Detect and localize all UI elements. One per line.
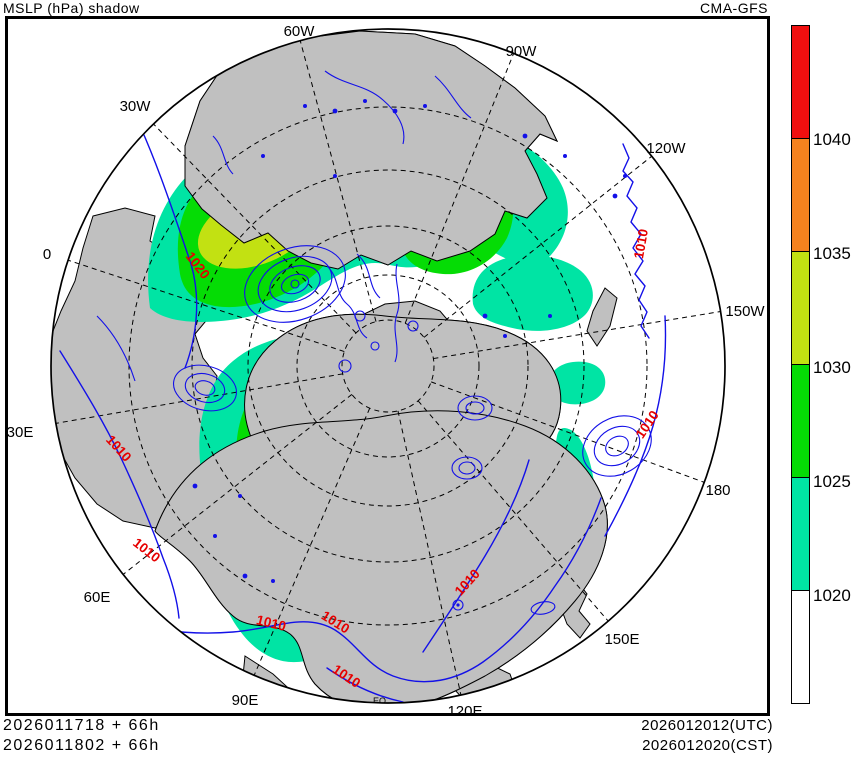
contour-label: 1010 xyxy=(130,535,163,565)
meridian-line xyxy=(397,410,462,696)
colorbar-tick-label: 1035 xyxy=(813,244,851,263)
colorbar-tick-label: 1025 xyxy=(813,472,851,491)
meridian-line xyxy=(404,53,515,324)
contour-label: 1010 xyxy=(631,228,651,260)
meridian-line xyxy=(153,123,357,334)
isobars xyxy=(59,70,667,703)
colorbar-segment xyxy=(791,138,810,252)
meridian-label: 30W xyxy=(120,98,152,115)
meridian-label: 90W xyxy=(506,43,538,60)
meridian-labels: 0 30W 60W 90W 120W 150W 180 150E 120E 90E 60E 30E xyxy=(8,23,765,713)
latitude-circle xyxy=(341,319,435,413)
colorbar xyxy=(791,25,810,704)
isobar-speckles xyxy=(192,99,627,583)
meridian-line xyxy=(417,400,609,622)
colorbar-segment xyxy=(791,364,810,478)
meridian-line xyxy=(122,394,353,575)
init-time-line-2: 2026011802 + 66h xyxy=(3,737,160,754)
hemisphere-boundary xyxy=(50,28,726,704)
meridian-label: 60E xyxy=(84,589,111,606)
meridian-label: 180 xyxy=(705,482,730,499)
low-spiral-atlantic xyxy=(173,364,237,412)
colorbar-segment xyxy=(791,590,810,704)
map-frame: 1020 1010 1010 1010 1010 1010 1010 1010 1010 EQ 0… xyxy=(5,16,770,716)
tropical-low-marks xyxy=(452,599,556,615)
meridian-label: 150W xyxy=(725,303,765,320)
latitude-circle xyxy=(296,274,480,458)
init-time-line-1: 2026011718 + 66h xyxy=(3,717,160,734)
meridian-line xyxy=(433,311,721,360)
meridian-line xyxy=(299,40,377,322)
meridian-line xyxy=(430,381,705,483)
colorbar-segment xyxy=(791,251,810,365)
contour-label: 1010 xyxy=(633,408,662,441)
meridian-label: 120E xyxy=(447,703,482,713)
colorbar-tick-label: 1040 xyxy=(813,130,851,149)
valid-time-cst: 2026012020(CST) xyxy=(642,737,773,754)
contour-label: 1010 xyxy=(255,612,288,634)
meridian-label: 0 xyxy=(43,246,51,263)
colorbar-segment xyxy=(791,25,810,139)
meridian-label: 120W xyxy=(646,140,686,157)
shade-teal-bering xyxy=(549,361,606,405)
equator-label: EQ xyxy=(373,696,386,706)
meridian-line xyxy=(423,155,653,338)
valid-time-utc: 2026012012(UTC) xyxy=(641,717,773,734)
low-spirals-pacific xyxy=(451,395,652,480)
meridian-label: 90E xyxy=(232,692,259,709)
colorbar-tick-label: 1020 xyxy=(813,586,851,605)
colorbar-tick-label: 1030 xyxy=(813,358,851,377)
meridian-line xyxy=(55,373,343,424)
meridian-line xyxy=(253,408,371,676)
meridian-label: 150E xyxy=(604,631,639,648)
land-kamchatka xyxy=(586,287,618,347)
meridian-line xyxy=(67,259,345,353)
shade-teal-alaska xyxy=(472,255,593,331)
isobar-squiggles xyxy=(96,70,472,382)
isobar-jagged-east-coast xyxy=(622,143,650,339)
latitude-circle xyxy=(247,225,529,507)
meridian-label: 30E xyxy=(8,424,33,441)
colorbar-segment xyxy=(791,477,810,591)
chart-title: MSLP (hPa) shadow xyxy=(3,0,140,16)
model-name-label: CMA-GFS xyxy=(699,0,768,16)
meridian-label: 60W xyxy=(284,23,316,40)
